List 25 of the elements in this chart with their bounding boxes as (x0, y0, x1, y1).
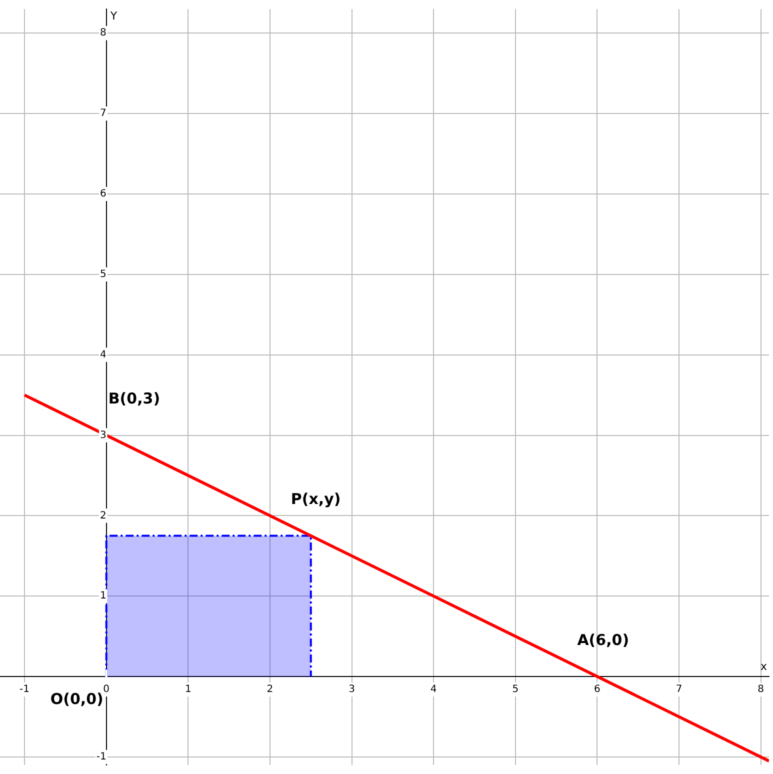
y-tick-label: 3 (100, 430, 106, 441)
x-tick-label: 5 (512, 684, 519, 696)
x-tick-label: -1 (20, 684, 30, 696)
y-tick-label: 5 (100, 269, 106, 280)
y-tick-label: -1 (96, 752, 106, 763)
annotation: O(0,0) (50, 690, 104, 708)
y-tick-label: 1 (100, 590, 106, 602)
annotation: B(0,3) (108, 390, 160, 408)
x-tick-label: 6 (594, 684, 600, 696)
annotation: A(6,0) (577, 630, 630, 649)
y-tick-label: 6 (100, 188, 106, 200)
x-tick-label: 0 (103, 684, 110, 696)
annotation: P(x,y) (290, 490, 341, 508)
x-tick-label: 3 (348, 684, 355, 696)
y-tick-label: 2 (100, 510, 106, 522)
x-tick-label: 1 (184, 684, 192, 696)
x-tick-label: 7 (676, 684, 682, 696)
x-tick-label: 2 (266, 684, 274, 696)
y-tick-label: 4 (100, 349, 106, 360)
x-tick-label: 4 (430, 684, 437, 696)
y-axis-title: Y (109, 9, 118, 22)
y-tick-label: 7 (100, 108, 106, 120)
y-tick-label: 8 (100, 28, 106, 39)
x-tick-label: 8 (758, 684, 764, 696)
x-axis-title: x (760, 660, 768, 673)
